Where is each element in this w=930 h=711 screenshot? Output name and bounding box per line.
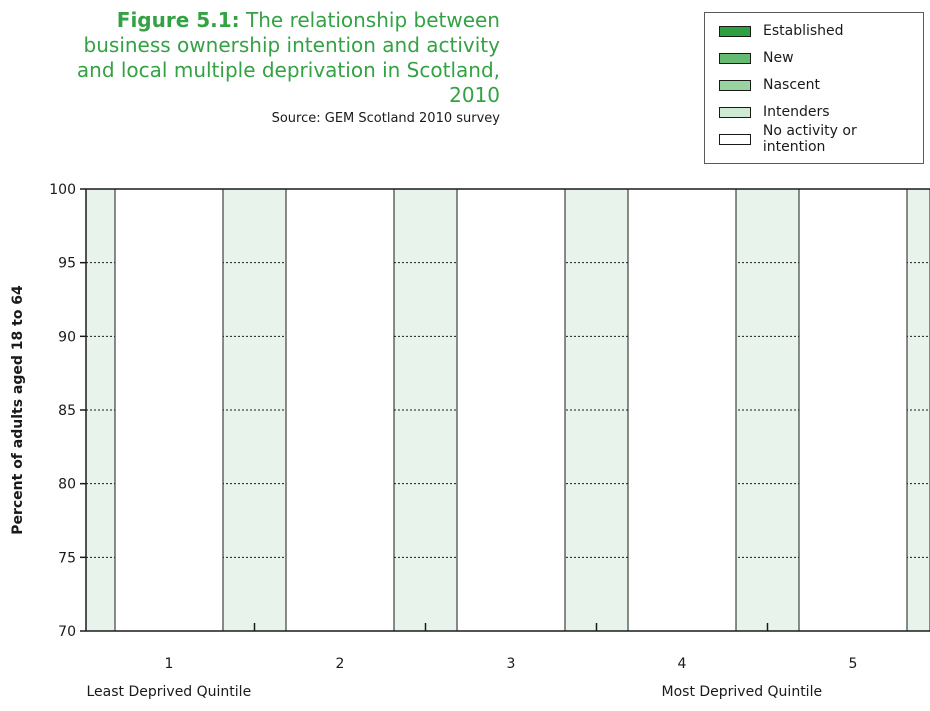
figure-title-text: The relationship between business owners… (76, 8, 500, 107)
y-tick-label: 70 (58, 624, 76, 640)
x-note-most-deprived: Most Deprived Quintile (661, 684, 823, 700)
legend-item: Established (719, 21, 844, 41)
x-tick-label: 4 (678, 656, 687, 672)
y-tick-label: 95 (58, 256, 76, 272)
y-tick-label: 100 (49, 182, 76, 198)
legend-swatch (719, 133, 751, 145)
bar-segment-none-5 (798, 188, 908, 632)
y-tick-label: 80 (58, 477, 76, 493)
bar-segment-none-2 (285, 188, 395, 632)
chart-title: Figure 5.1: The relationship between bus… (60, 8, 500, 108)
x-tick-label: 1 (165, 656, 174, 672)
bar-segment-none-4 (627, 188, 737, 632)
y-tick-label: 90 (58, 329, 76, 345)
figure-number: Figure 5.1: (116, 8, 240, 32)
legend-label: Nascent (763, 77, 821, 93)
legend-swatch (719, 79, 751, 91)
x-tick-label: 2 (336, 656, 345, 672)
chart-source: Source: GEM Scotland 2010 survey (271, 111, 500, 126)
legend-label: Established (763, 23, 844, 39)
legend-swatch (719, 25, 751, 37)
legend-swatch (719, 106, 751, 118)
x-note-least-deprived: Least Deprived Quintile (86, 684, 252, 700)
chart-legend: Established New Nascent Intenders No activit… (704, 12, 924, 164)
bar-segment-none-1 (114, 188, 224, 632)
x-tick-label: 3 (507, 656, 516, 672)
legend-item: Nascent (719, 75, 820, 95)
legend-label: No activity or intention (762, 123, 857, 155)
figure-header: Figure 5.1: The relationship between bus… (60, 8, 500, 126)
legend-item: New (719, 48, 794, 68)
legend-swatch (719, 52, 751, 64)
legend-item: Intenders (719, 102, 830, 122)
y-tick-label: 75 (58, 550, 76, 566)
y-tick-label: 85 (58, 403, 76, 419)
x-tick-label: 5 (849, 656, 858, 672)
legend-label: New (763, 50, 794, 66)
legend-label: Intenders (763, 104, 830, 120)
legend-item: No activity or intention (719, 123, 923, 155)
bar-segment-none-3 (456, 188, 566, 632)
